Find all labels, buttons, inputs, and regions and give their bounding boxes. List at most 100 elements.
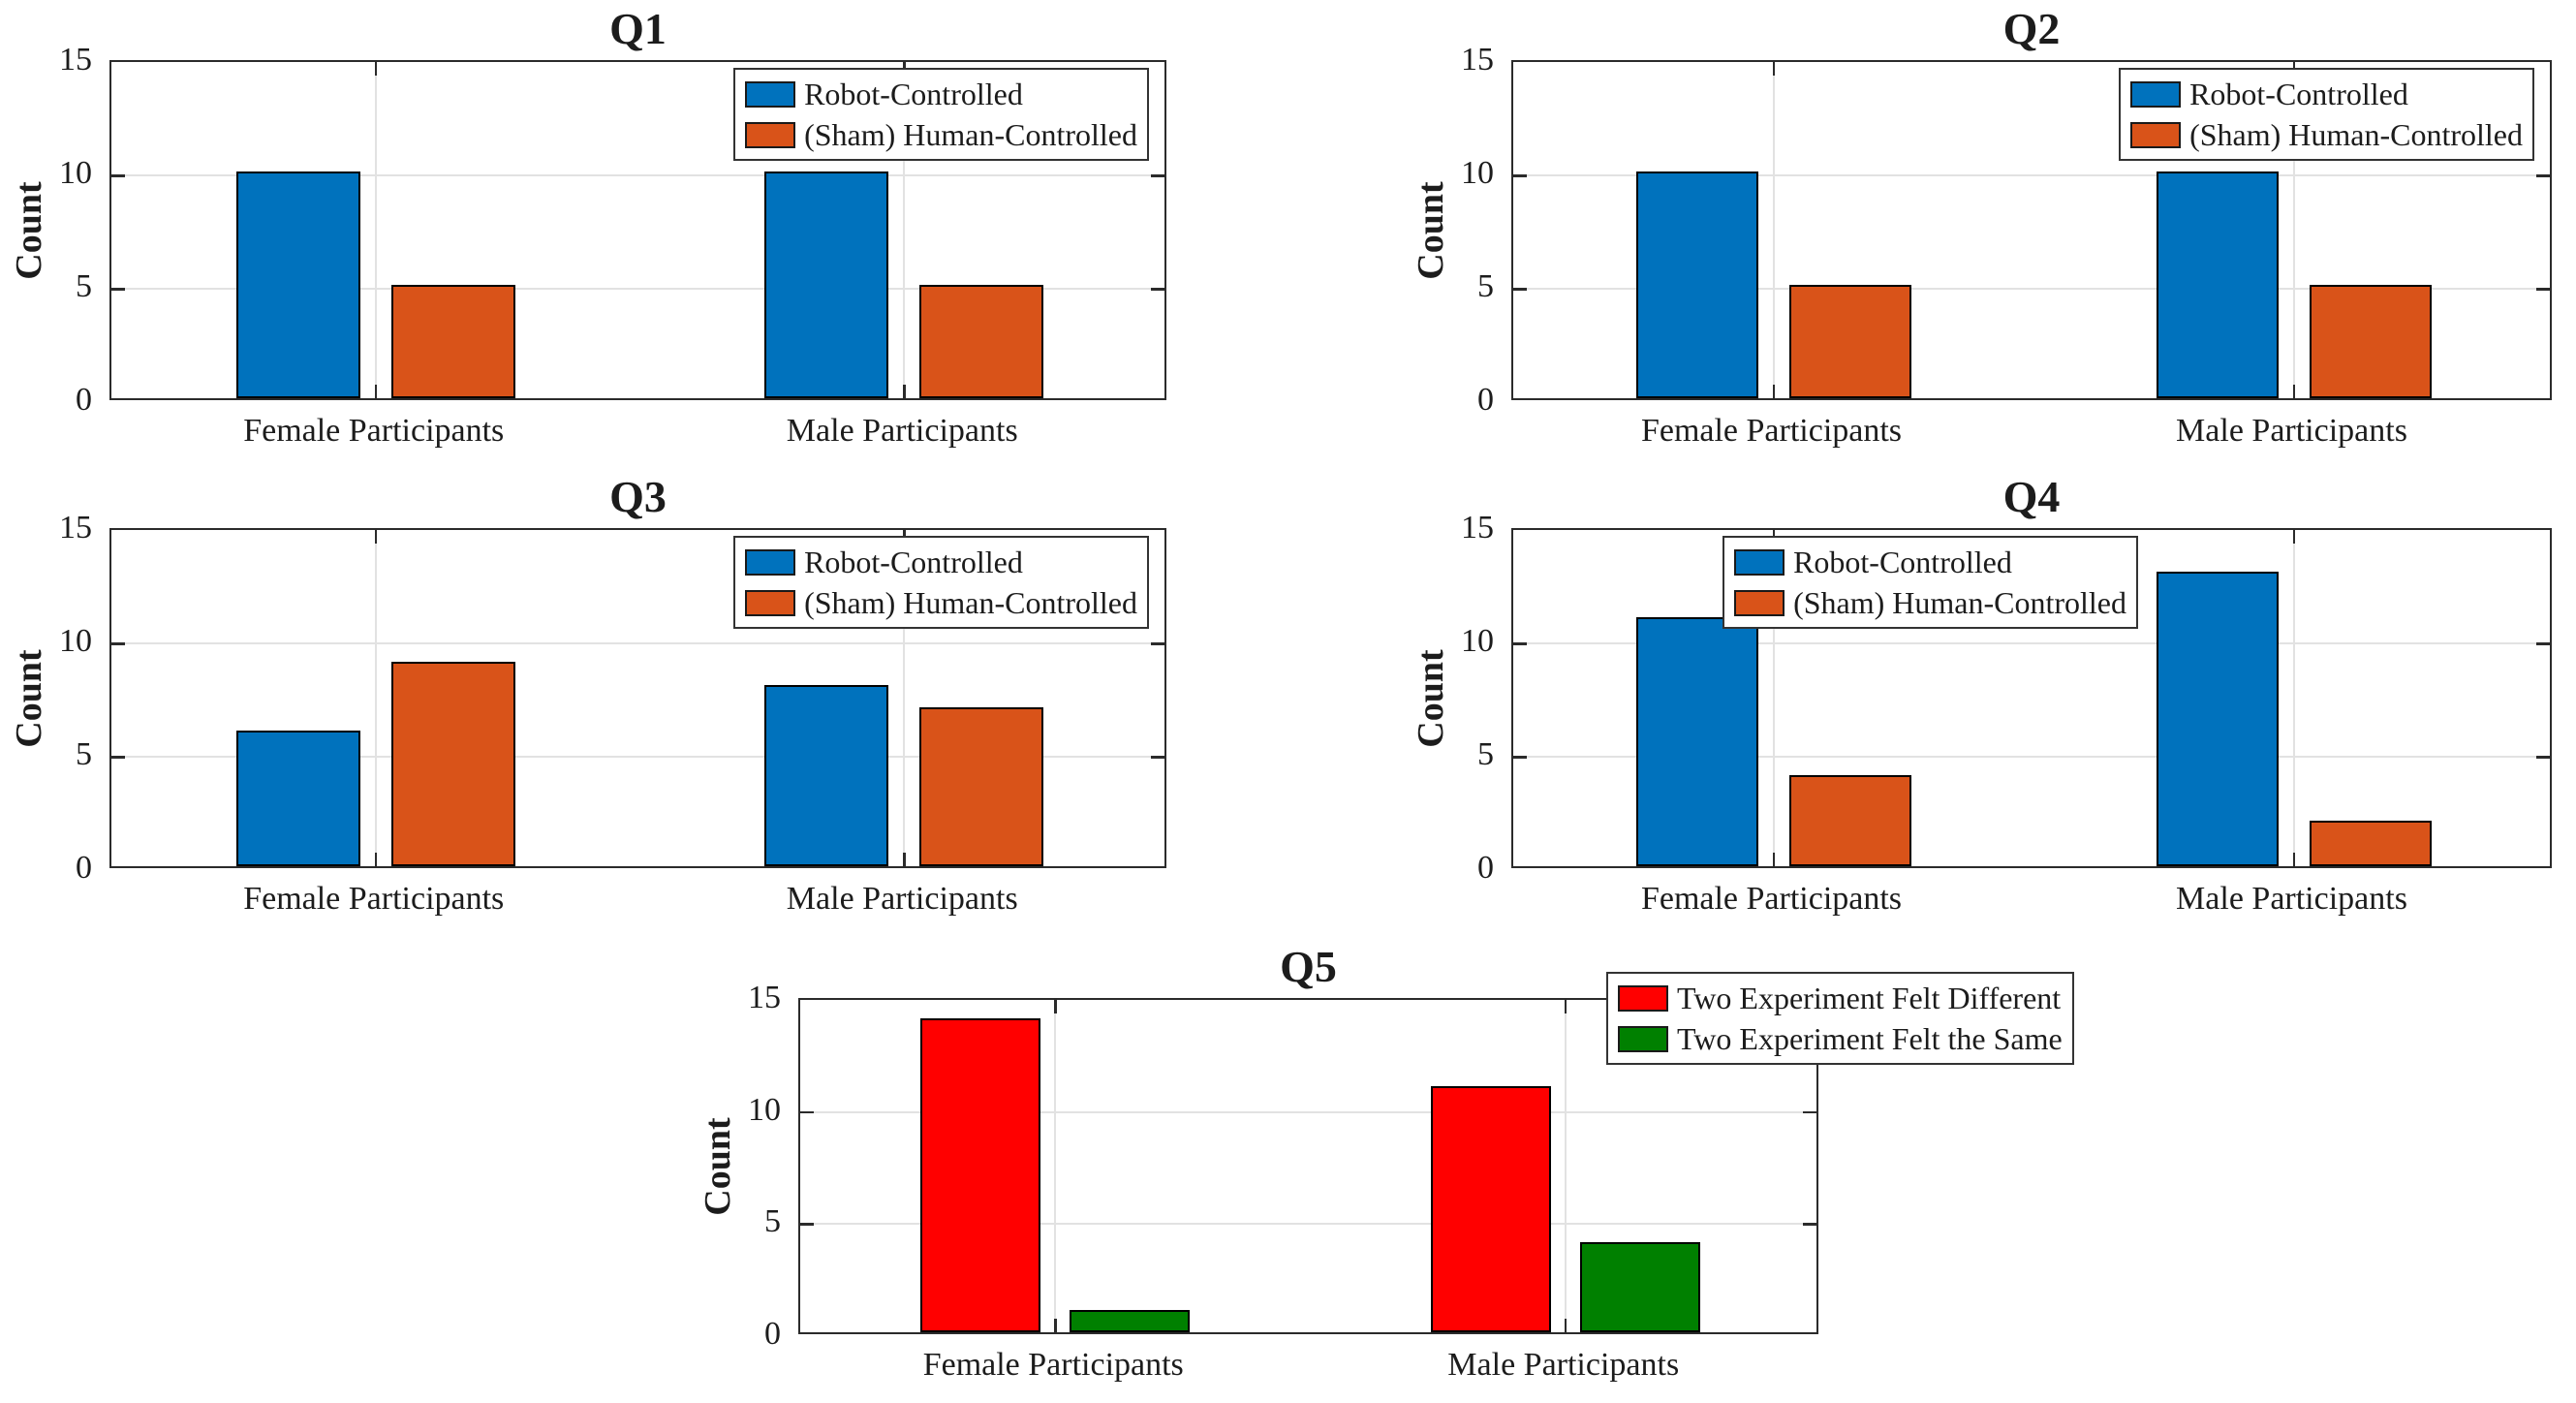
x-tick-label: Male Participants [1447,1347,1680,1383]
tick-mark [2292,530,2295,544]
bar-two-experiment-felt-the-same-female-participants [1070,1310,1191,1332]
legend-row: Robot-Controlled [745,544,1137,580]
legend: Robot-Controlled (Sham) Human-Controlled [733,68,1149,161]
tick-mark [1513,642,1527,645]
gridline-horizontal [1513,756,2550,758]
legend-row: Robot-Controlled [2130,76,2523,112]
legend-row: (Sham) Human-Controlled [1734,584,2126,621]
plot-area [1511,528,2552,868]
legend-label: Robot-Controlled [2189,77,2408,111]
legend-swatch-robot-controlled [2130,80,2182,108]
legend-swatch-robot-controlled [745,80,796,108]
tick-mark [1564,1000,1567,1013]
bar-robot-controlled-male-participants [2156,171,2279,398]
tick-mark [1054,1000,1057,1013]
tick-mark [1513,288,1527,291]
chart-title: Q4 [2002,472,2061,521]
legend-row: Two Experiment Felt Different [1618,980,2063,1016]
legend: Two Experiment Felt Different Two Experim… [1606,972,2074,1065]
legend: Robot-Controlled (Sham) Human-Controlled [733,536,1149,629]
legend-row: (Sham) Human-Controlled [745,584,1137,621]
bar-sham-human-controlled-male-participants [919,707,1044,866]
bar-sham-human-controlled-female-participants [1788,775,1911,866]
tick-mark [2292,385,2295,398]
plot-area [109,528,1166,868]
y-tick-label: 15 [59,510,92,546]
legend: Robot-Controlled (Sham) Human-Controlled [1723,536,2138,629]
legend-label: (Sham) Human-Controlled [804,117,1137,152]
gridline-vertical [903,62,906,398]
tick-mark [1151,642,1164,645]
y-tick-label: 15 [1461,42,1494,78]
gridline-vertical [1772,530,1775,866]
legend-row: Robot-Controlled [1734,544,2126,580]
y-tick-label: 5 [1477,736,1494,772]
y-tick-label: 0 [1477,382,1494,418]
x-tick-label: Male Participants [786,881,1018,917]
gridline-vertical [1564,1000,1567,1332]
gridline-vertical [374,530,377,866]
tick-mark [374,385,378,398]
tick-mark [903,385,906,398]
tick-mark [111,174,125,177]
tick-mark [374,853,378,866]
x-tick-label: Female Participants [1640,413,1903,449]
tick-mark [1803,1223,1816,1226]
tick-mark [800,1223,814,1226]
y-tick-label: 10 [1461,623,1494,659]
legend-swatch-robot-controlled [745,548,796,576]
legend-row: (Sham) Human-Controlled [745,116,1137,153]
legend-label: Robot-Controlled [804,77,1023,111]
tick-mark [1772,853,1775,866]
y-tick-label: 15 [748,980,781,1015]
bar-robot-controlled-female-participants [1635,617,1758,866]
chart-title: Q3 [609,472,667,521]
legend-label: Two Experiment Felt the Same [1677,1021,2063,1056]
bar-sham-human-controlled-female-participants [390,285,515,398]
tick-mark [1513,756,1527,759]
legend-label: Two Experiment Felt Different [1677,981,2062,1015]
legend-label: (Sham) Human-Controlled [804,585,1137,620]
x-tick-label: Female Participants [1640,881,1903,917]
bar-robot-controlled-male-participants [764,171,889,398]
legend-row: (Sham) Human-Controlled [2130,116,2523,153]
legend-swatch-sham-human-controlled [2130,121,2182,148]
gridline-horizontal [111,288,1164,290]
tick-mark [1513,174,1527,177]
tick-mark [2536,288,2550,291]
y-tick-label: 10 [748,1091,781,1128]
bar-sham-human-controlled-male-participants [919,285,1044,398]
gridline-horizontal [111,756,1164,758]
gridline-vertical [1054,1000,1057,1332]
tick-mark [2536,174,2550,177]
legend-row: Two Experiment Felt the Same [1618,1020,2063,1057]
tick-mark [1054,1319,1057,1332]
chart-title: Q5 [1280,942,1337,991]
bar-sham-human-controlled-female-participants [390,662,515,866]
gridline-horizontal [1513,174,2550,176]
tick-mark [111,288,125,291]
tick-mark [374,62,378,76]
tick-mark [1564,1319,1567,1332]
bar-two-experiment-felt-the-same-male-participants [1579,1242,1700,1332]
y-tick-label: 0 [1477,850,1494,886]
tick-mark [111,642,125,645]
tick-mark [1151,756,1164,759]
y-tick-label: 5 [764,1203,781,1240]
y-tick-label: 5 [76,268,92,304]
tick-mark [1772,62,1775,76]
chart-title: Q1 [609,4,667,53]
legend-swatch-sham-human-controlled [745,589,796,616]
gridline-horizontal [111,642,1164,644]
gridline-horizontal [800,1110,1816,1113]
y-tick-label: 10 [59,623,92,659]
y-tick-label: 10 [59,155,92,191]
legend-swatch-sham-human-controlled [745,121,796,148]
y-tick-label: 15 [59,42,92,78]
tick-mark [2536,756,2550,759]
bar-robot-controlled-male-participants [764,685,889,866]
